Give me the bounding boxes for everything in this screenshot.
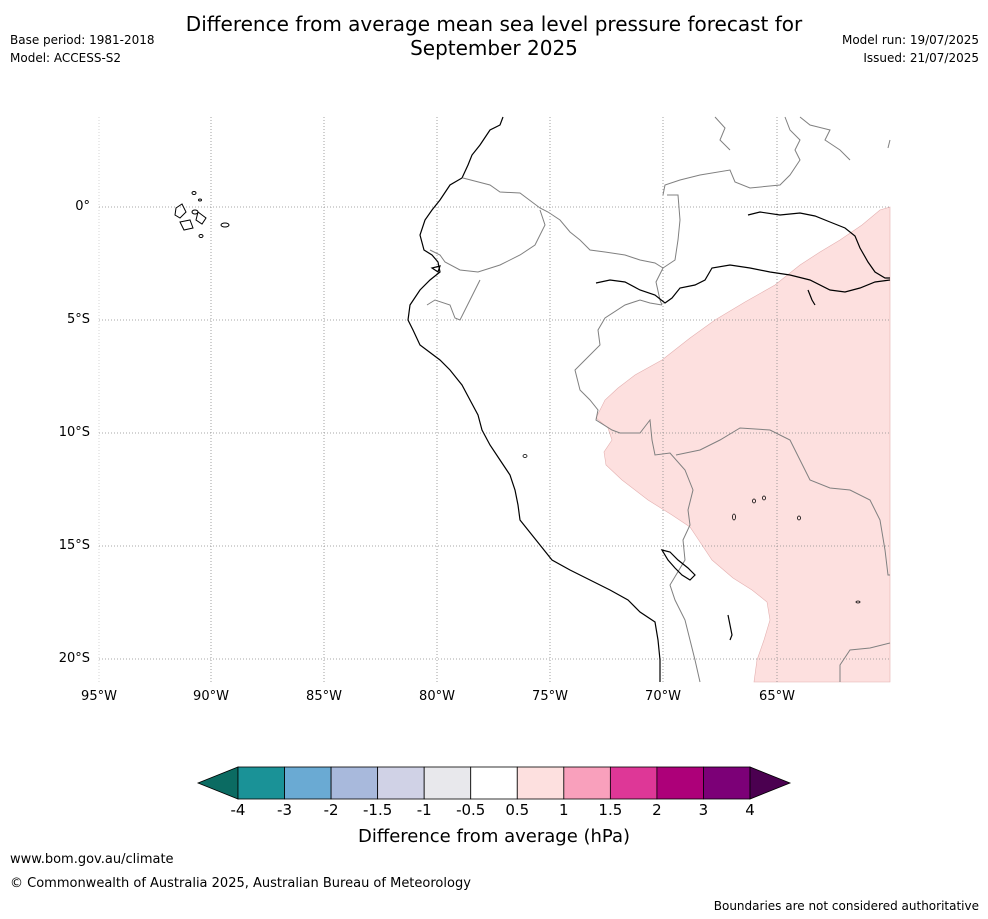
- issued-date: Issued: 21/07/2025: [863, 51, 979, 65]
- lat-label-20s: 20°S: [58, 651, 90, 666]
- lat-label-0: 0°: [75, 199, 90, 214]
- colorbar-tick-label: -2: [323, 801, 339, 819]
- colorbar-tick-label: 3: [698, 801, 709, 819]
- colorbar-tick-label: 1: [559, 801, 569, 819]
- colorbar-tick-label: -3: [277, 801, 293, 819]
- colorbar-tick-label: 4: [745, 801, 755, 819]
- colorbar-extend-high: [749, 766, 792, 800]
- lon-label-90w: 90°W: [193, 689, 229, 704]
- colorbar-segment: [377, 766, 425, 800]
- lon-label-80w: 80°W: [419, 689, 455, 704]
- colorbar-tick-label: 0.5: [505, 801, 530, 819]
- lat-label-5s: 5°S: [66, 312, 90, 327]
- colorbar-tick-label: 1.5: [598, 801, 623, 819]
- colorbar-tick-label: -0.5: [456, 801, 486, 819]
- graticule: [99, 117, 890, 682]
- meta-left: Base period: 1981-2018 Model: ACCESS-S2: [10, 31, 155, 67]
- colorbar-segment: [330, 766, 379, 800]
- lakes: [522, 454, 861, 604]
- model-name: Model: ACCESS-S2: [10, 51, 122, 65]
- colorbar: [196, 766, 792, 800]
- country-borders: [426, 116, 891, 683]
- colorbar-segment: [609, 766, 658, 800]
- colorbar-segment: [423, 766, 472, 800]
- lat-label-15s: 15°S: [58, 538, 90, 553]
- colorbar-title: Difference from average (hPa): [357, 826, 631, 847]
- lon-label-95w: 95°W: [81, 689, 117, 704]
- colorbar-tick-label: -4: [230, 801, 246, 819]
- lon-label-70w: 70°W: [645, 689, 681, 704]
- lon-label-75w: 75°W: [532, 689, 568, 704]
- pressure-anomaly-region: [595, 206, 891, 683]
- colorbar-segment: [470, 766, 518, 800]
- website-link[interactable]: www.bom.gov.au/climate: [10, 852, 174, 867]
- lon-label-65w: 65°W: [759, 689, 795, 704]
- title-line-2: September 2025: [410, 36, 578, 60]
- lat-label-10s: 10°S: [58, 425, 90, 440]
- colorbar-segment: [284, 766, 332, 800]
- model-run: Model run: 19/07/2025: [841, 33, 979, 47]
- coastline: [407, 116, 891, 682]
- title-line-1: Difference from average mean sea level p…: [185, 12, 803, 36]
- colorbar-segment: [516, 766, 565, 800]
- colorbar-extend-low: [196, 766, 239, 800]
- colorbar-segment: [703, 766, 751, 800]
- meta-right: Model run: 19/07/2025 Issued: 21/07/2025: [842, 31, 979, 67]
- boundaries-disclaimer: Boundaries are not considered authoritat…: [713, 899, 979, 913]
- colorbar-tick-label: -1: [416, 801, 432, 819]
- copyright-text: © Commonwealth of Australia 2025, Austra…: [10, 876, 471, 891]
- colorbar-tick-label: -1.5: [362, 801, 393, 819]
- galapagos-islands: [174, 191, 230, 238]
- colorbar-segment: [237, 766, 285, 800]
- base-period: Base period: 1981-2018: [10, 33, 155, 47]
- colorbar-tick-label: 2: [652, 801, 662, 819]
- lon-label-85w: 85°W: [306, 689, 342, 704]
- map-title: Difference from average mean sea level p…: [0, 12, 988, 60]
- colorbar-segment: [656, 766, 704, 800]
- colorbar-segment: [563, 766, 611, 800]
